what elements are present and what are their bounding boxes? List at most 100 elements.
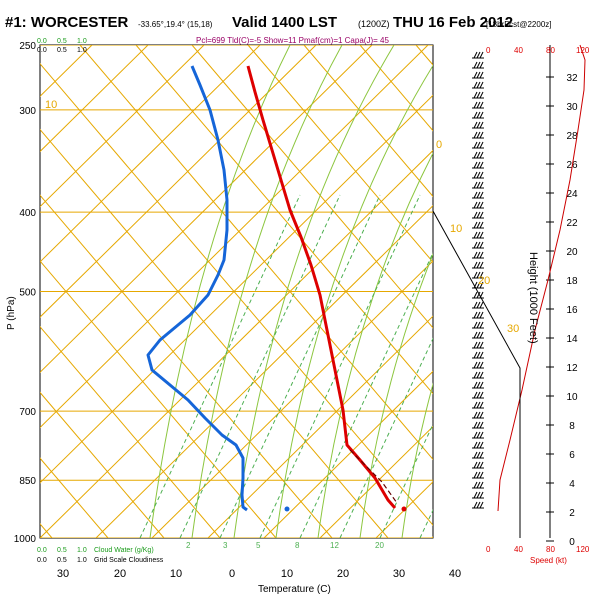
wind-barb-flag — [476, 291, 481, 299]
isotherm-line — [263, 370, 433, 538]
cloud-top-2: 1.0 — [77, 38, 87, 45]
wind-barb-flag — [479, 441, 484, 449]
x-tick-1: 20 — [114, 568, 126, 580]
wind-barb-flag — [479, 451, 484, 459]
series-group — [146, 65, 407, 512]
isotherm-line — [488, 45, 600, 538]
wind-barb-flag — [476, 311, 481, 319]
date-text: THU 16 Feb 2012 — [393, 14, 513, 31]
wind-barb-flag — [479, 61, 484, 69]
speed-bottom-80: 80 — [546, 545, 555, 554]
wind-barb-flag — [476, 391, 481, 399]
wind-barb-flag — [473, 211, 478, 219]
wind-barb-flag — [473, 491, 478, 499]
wind-barb-flag — [476, 101, 481, 109]
pressure-tick-700: 700 — [19, 407, 36, 418]
dry-adiabat-line — [40, 260, 277, 538]
surface-temperature-dot — [401, 506, 407, 512]
wind-barb-flag — [479, 301, 484, 309]
wind-barb-flag — [476, 181, 481, 189]
wind-barb-flag — [479, 381, 484, 389]
wind-barb-flag — [479, 51, 484, 59]
theta-label-0: 10 — [45, 99, 57, 111]
wind-barb-flag — [479, 231, 484, 239]
x-tick-2: 10 — [170, 568, 182, 580]
wind-barb-flag — [473, 441, 478, 449]
wind-barb-flag — [479, 161, 484, 169]
wind-barb-flag — [473, 361, 478, 369]
speed-label: Speed (kt) — [530, 556, 567, 565]
wind-barb-flag — [479, 361, 484, 369]
wind-barb-flag — [473, 261, 478, 269]
wind-barb-flag — [476, 71, 481, 79]
wind-barb-flag — [476, 341, 481, 349]
dry-adiabat-line — [40, 194, 333, 538]
height-tick-0: 0 — [569, 537, 575, 548]
wind-barb-flag — [473, 161, 478, 169]
cloud-top2-1: 0.5 — [57, 47, 67, 54]
wind-barb-flag — [479, 211, 484, 219]
pressure-tick-500: 500 — [19, 288, 36, 299]
wind-barb-flag — [473, 271, 478, 279]
wind-barb-flag — [476, 421, 481, 429]
wind-barb-flag — [473, 431, 478, 439]
dry-adiabat-line — [40, 128, 389, 538]
wind-barb-flag — [479, 481, 484, 489]
pressure-tick-850: 850 — [19, 476, 36, 487]
cloud-top2-0: 0.0 — [37, 47, 47, 54]
dry-adiabat-line — [303, 45, 433, 198]
mixing-ratio-line — [339, 337, 433, 538]
mixing-label-0: 2 — [186, 541, 191, 550]
dry-adiabat-line — [359, 45, 433, 132]
wind-barb-flag — [473, 61, 478, 69]
wind-barb-flag — [476, 221, 481, 229]
x-tick-6: 30 — [393, 568, 405, 580]
wind-barb-flag — [473, 171, 478, 179]
x-tick-4: 10 — [281, 568, 293, 580]
wind-speed-profile — [497, 44, 586, 512]
wind-barb-flag — [476, 271, 481, 279]
wind-barb-flag — [476, 491, 481, 499]
wind-barbs — [472, 51, 484, 509]
x-axis-label: Temperature (C) — [258, 584, 331, 595]
x-tick-3: 0 — [229, 568, 235, 580]
wind-barb-flag — [476, 111, 481, 119]
plot-right-boundary — [432, 210, 521, 538]
wind-barb-flag — [476, 281, 481, 289]
moist-adiabat-line — [233, 45, 395, 538]
height-tick-6: 6 — [569, 450, 575, 461]
wind-barb-flag — [476, 431, 481, 439]
mixing-ratio-line — [379, 423, 433, 538]
wind-barb-flag — [479, 391, 484, 399]
wind-barb-flag — [479, 131, 484, 139]
isotherm-line — [40, 45, 149, 153]
dry-adiabat-line — [135, 45, 433, 395]
dry-adiabat-line — [40, 391, 165, 538]
wind-barb-flag — [479, 121, 484, 129]
moist-adiabat-line — [275, 64, 433, 538]
speed-top-0: 0 — [486, 46, 491, 55]
cloud-water-label: Cloud Water (g/Kg) — [94, 547, 154, 554]
wind-barb-flag — [476, 301, 481, 309]
wind-barb-flag — [473, 401, 478, 409]
wind-barb-flag — [473, 411, 478, 419]
wind-barb-flag — [476, 441, 481, 449]
speed-top-120: 120 — [576, 46, 590, 55]
wind-barb-flag — [473, 421, 478, 429]
wind-barb-flag — [476, 141, 481, 149]
wind-barb-flag — [473, 291, 478, 299]
wind-barb-flag — [473, 131, 478, 139]
wind-barb-flag — [473, 241, 478, 249]
wind-barb-flag — [479, 151, 484, 159]
wind-barb-flag — [473, 201, 478, 209]
moist-adiabat-line — [359, 253, 433, 538]
isotherm-line — [431, 536, 433, 538]
wind-barb-flag — [476, 131, 481, 139]
x-tick-0: 30 — [57, 568, 69, 580]
moist-adiabat-line — [444, 45, 600, 538]
wind-barb-flag — [479, 181, 484, 189]
dry-adiabat-line — [79, 45, 433, 461]
speed-top-40: 40 — [514, 46, 523, 55]
